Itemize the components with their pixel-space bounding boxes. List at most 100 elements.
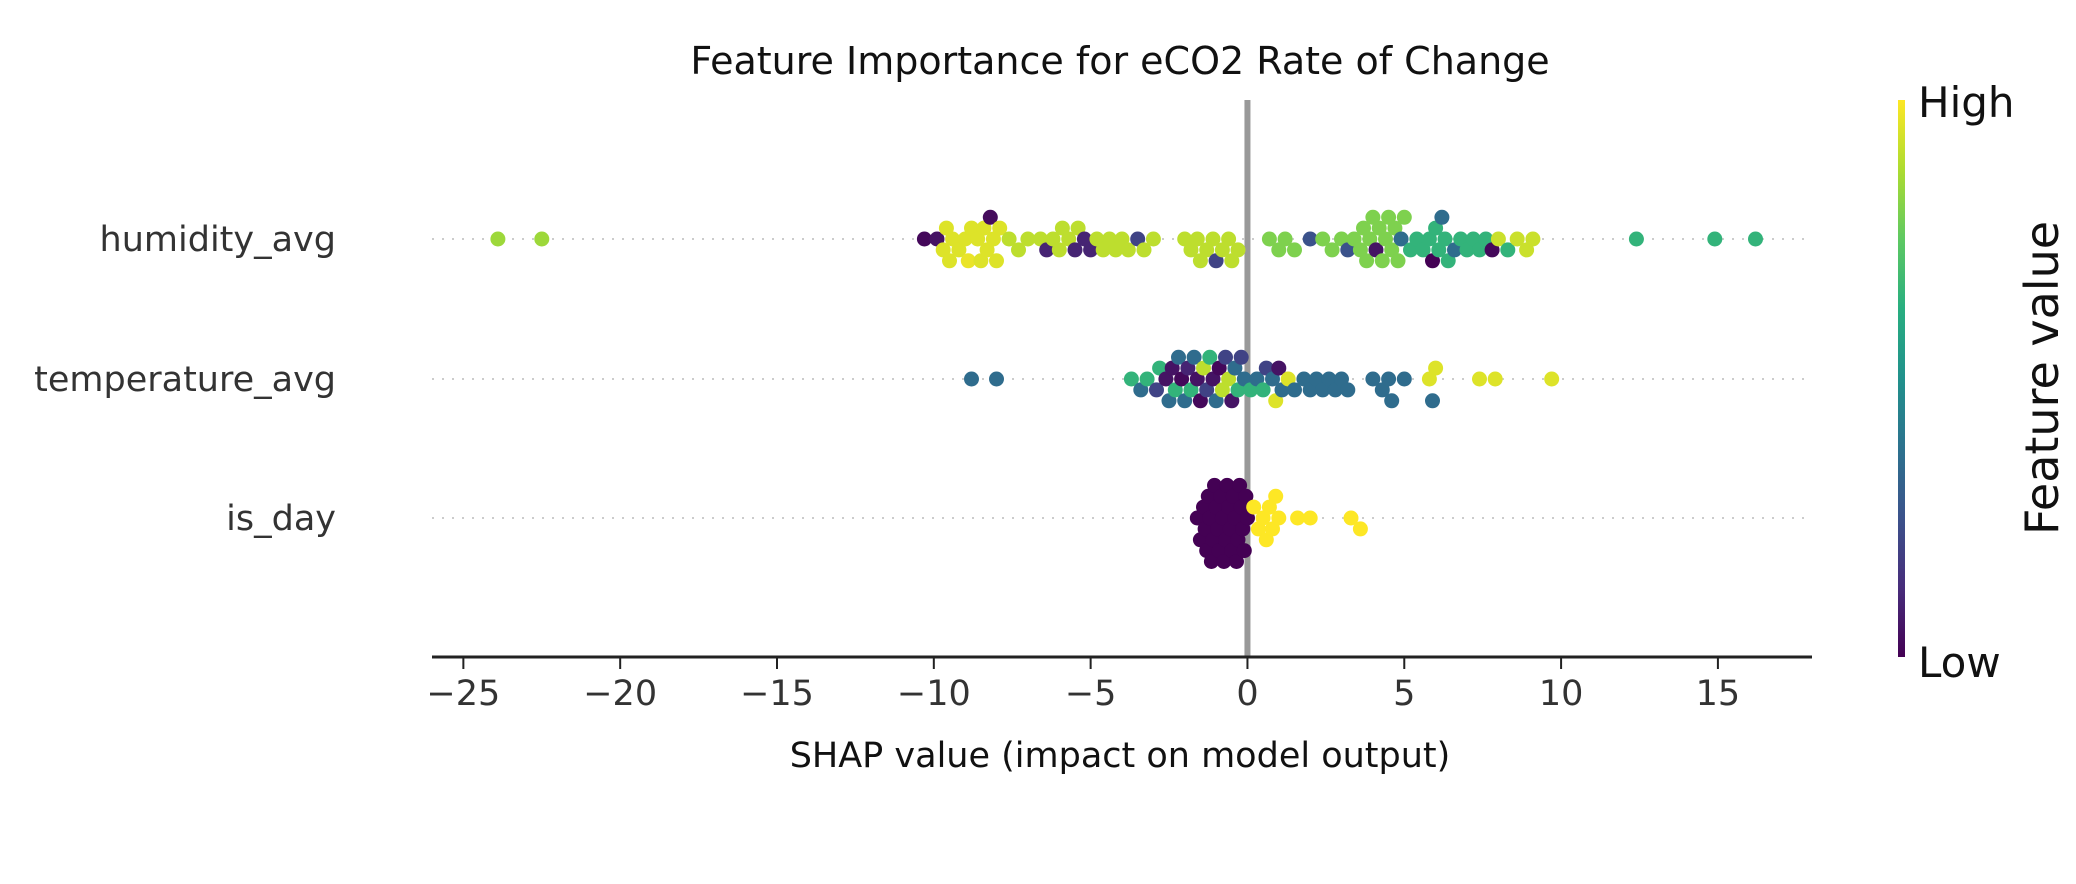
- shap-point-humidity_avg: [1083, 242, 1099, 258]
- shap-point-humidity_avg: [1287, 242, 1302, 258]
- shap-point-temperature_avg: [1296, 371, 1312, 387]
- shap-point-humidity_avg: [1145, 231, 1161, 247]
- shap-point-temperature_avg: [1233, 349, 1249, 365]
- shap-point-humidity_avg: [957, 231, 973, 247]
- shap-point-is_day: [1240, 510, 1255, 526]
- x-axis-label: SHAP value (impact on model output): [790, 736, 1451, 776]
- shap-point-humidity_avg: [1484, 242, 1500, 258]
- shap-point-temperature_avg: [1230, 382, 1246, 398]
- shap-point-humidity_avg: [1230, 242, 1246, 258]
- shap-point-humidity_avg: [1500, 242, 1516, 258]
- shap-point-temperature_avg: [1158, 371, 1174, 387]
- shap-point-humidity_avg: [1271, 242, 1287, 258]
- shap-point-temperature_avg: [1396, 371, 1412, 387]
- shap-point-is_day: [1219, 477, 1235, 493]
- points-layer: [490, 209, 1763, 569]
- colorbar-title: Feature value: [2015, 221, 2069, 535]
- shap-point-humidity_avg: [1378, 231, 1393, 247]
- shap-point-humidity_avg: [1208, 253, 1224, 269]
- shap-point-is_day: [1352, 521, 1368, 537]
- shap-point-temperature_avg: [1174, 371, 1190, 387]
- shap-point-humidity_avg: [1359, 253, 1375, 269]
- shap-point-is_day: [1216, 554, 1232, 569]
- shap-point-humidity_avg: [1437, 231, 1453, 247]
- shap-point-is_day: [1229, 554, 1244, 569]
- shap-point-humidity_avg: [1120, 242, 1136, 258]
- x-tick-label: 0: [1236, 674, 1258, 714]
- shap-point-temperature_avg: [1428, 360, 1444, 376]
- shap-point-humidity_avg: [916, 231, 932, 247]
- shap-point-temperature_avg: [1381, 371, 1397, 387]
- shap-point-temperature_avg: [1123, 371, 1139, 387]
- x-tick-label: 15: [1696, 674, 1741, 714]
- shap-point-humidity_avg: [1089, 231, 1105, 247]
- shap-point-humidity_avg: [1352, 242, 1368, 258]
- shap-point-is_day: [1232, 477, 1248, 493]
- shap-point-temperature_avg: [1384, 393, 1400, 409]
- shap-point-is_day: [1265, 521, 1280, 537]
- shap-point-humidity_avg: [1324, 242, 1340, 258]
- shap-point-humidity_avg: [1177, 231, 1193, 247]
- shap-point-humidity_avg: [1221, 231, 1237, 247]
- shap-point-humidity_avg: [929, 231, 945, 247]
- shap-point-temperature_avg: [1167, 382, 1183, 398]
- shap-point-humidity_avg: [1061, 231, 1077, 247]
- shap-point-humidity_avg: [985, 231, 1001, 247]
- shap-point-is_day: [1255, 510, 1271, 526]
- shap-point-humidity_avg: [1447, 242, 1462, 258]
- shap-point-is_day: [1238, 488, 1254, 504]
- shap-point-temperature_avg: [1218, 349, 1233, 365]
- shap-point-humidity_avg: [1440, 253, 1456, 269]
- shap-point-temperature_avg: [1287, 382, 1302, 398]
- shap-point-is_day: [1203, 554, 1219, 569]
- x-tick-label: 10: [1539, 674, 1584, 714]
- shap-point-temperature_avg: [1271, 360, 1287, 376]
- shap-point-humidity_avg: [1509, 231, 1525, 247]
- feature-label-humidity_avg: humidity_avg: [100, 220, 336, 260]
- shap-point-temperature_avg: [1186, 349, 1202, 365]
- shap-point-humidity_avg: [1490, 231, 1506, 247]
- shap-point-temperature_avg: [1265, 371, 1280, 387]
- shap-point-humidity_avg: [979, 242, 995, 258]
- x-axis: −25 −20 −15 −10 −5 0 5 10 15: [426, 655, 1812, 714]
- shap-point-humidity_avg: [1387, 220, 1403, 236]
- shap-point-humidity_avg: [1033, 231, 1048, 247]
- shap-point-temperature_avg: [1221, 371, 1237, 387]
- shap-point-temperature_avg: [1177, 393, 1193, 409]
- shap-point-humidity_avg: [1302, 231, 1318, 247]
- shap-point-humidity_avg: [1114, 231, 1130, 247]
- shap-point-humidity_avg: [982, 209, 998, 225]
- shap-point-humidity_avg: [534, 231, 550, 247]
- shap-point-humidity_avg: [1261, 231, 1277, 247]
- shap-point-is_day: [1225, 488, 1241, 504]
- shap-point-humidity_avg: [1277, 231, 1293, 247]
- chart-title: Feature Importance for eCO2 Rate of Chan…: [690, 39, 1549, 83]
- shap-point-is_day: [1227, 510, 1243, 526]
- shap-point-temperature_avg: [1255, 382, 1271, 398]
- shap-point-temperature_avg: [1202, 349, 1218, 365]
- shap-point-temperature_avg: [1321, 371, 1337, 387]
- shap-point-humidity_avg: [960, 253, 976, 269]
- x-tick-label: −10: [897, 674, 971, 714]
- shap-point-temperature_avg: [1243, 382, 1259, 398]
- shap-point-temperature_avg: [1302, 382, 1318, 398]
- shap-point-humidity_avg: [1020, 231, 1036, 247]
- shap-point-humidity_avg: [1108, 242, 1124, 258]
- shap-point-is_day: [1268, 488, 1284, 504]
- shap-point-humidity_avg: [490, 231, 506, 247]
- shap-point-humidity_avg: [942, 253, 957, 269]
- shap-point-temperature_avg: [1327, 382, 1343, 398]
- shap-point-humidity_avg: [973, 253, 989, 269]
- shap-point-humidity_avg: [1707, 231, 1723, 247]
- shap-point-is_day: [1214, 510, 1230, 526]
- x-tick-label: −25: [426, 674, 500, 714]
- shap-point-is_day: [1258, 532, 1274, 548]
- shap-point-is_day: [1271, 510, 1287, 526]
- shap-point-humidity_avg: [1183, 242, 1199, 258]
- shap-point-humidity_avg: [1001, 231, 1017, 247]
- shap-point-temperature_avg: [1258, 360, 1274, 376]
- shap-point-humidity_avg: [1478, 231, 1494, 247]
- shap-point-humidity_avg: [1315, 231, 1331, 247]
- shap-point-humidity_avg: [1415, 242, 1431, 258]
